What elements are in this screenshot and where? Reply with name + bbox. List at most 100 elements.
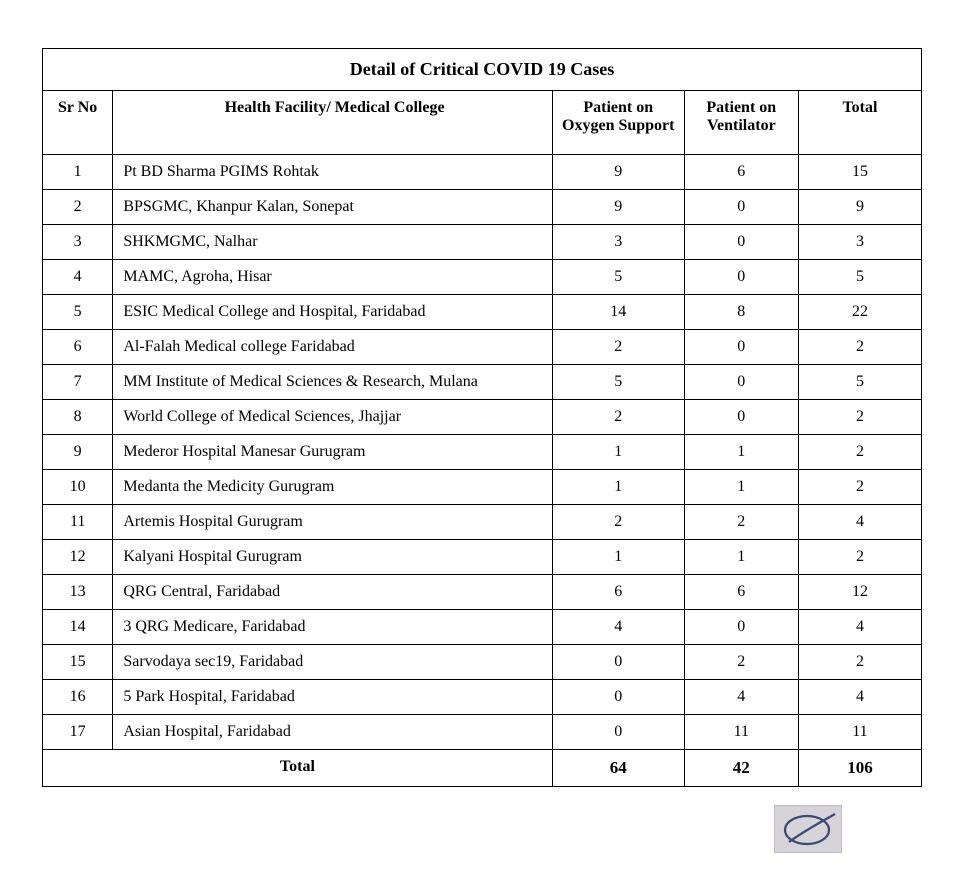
cell-oxygen: 5 xyxy=(552,365,684,400)
cell-sr: 3 xyxy=(43,225,113,260)
col-header-ventilator: Patient on Ventilator xyxy=(684,91,798,155)
cell-sr: 17 xyxy=(43,715,113,750)
table-row: 2BPSGMC, Khanpur Kalan, Sonepat909 xyxy=(43,190,922,225)
table-row: 3SHKMGMC, Nalhar303 xyxy=(43,225,922,260)
table-row: 12Kalyani Hospital Gurugram112 xyxy=(43,540,922,575)
signature-mark xyxy=(774,805,842,853)
cell-oxygen: 2 xyxy=(552,400,684,435)
cell-facility: Medanta the Medicity Gurugram xyxy=(113,470,553,505)
cell-total: 4 xyxy=(798,505,921,540)
cell-oxygen: 0 xyxy=(552,715,684,750)
cell-facility: SHKMGMC, Nalhar xyxy=(113,225,553,260)
cell-facility: ESIC Medical College and Hospital, Farid… xyxy=(113,295,553,330)
totals-label: Total xyxy=(43,750,553,787)
cell-sr: 12 xyxy=(43,540,113,575)
col-header-sr: Sr No xyxy=(43,91,113,155)
col-header-facility: Health Facility/ Medical College xyxy=(113,91,553,155)
cell-total: 2 xyxy=(798,645,921,680)
cell-total: 2 xyxy=(798,330,921,365)
cell-facility: QRG Central, Faridabad xyxy=(113,575,553,610)
table-row: 165 Park Hospital, Faridabad044 xyxy=(43,680,922,715)
cell-ventilator: 0 xyxy=(684,400,798,435)
cell-sr: 13 xyxy=(43,575,113,610)
cell-sr: 6 xyxy=(43,330,113,365)
cell-oxygen: 1 xyxy=(552,435,684,470)
cell-total: 11 xyxy=(798,715,921,750)
cell-total: 2 xyxy=(798,470,921,505)
cell-total: 15 xyxy=(798,155,921,190)
totals-ventilator: 42 xyxy=(684,750,798,787)
table-row: 6Al-Falah Medical college Faridabad202 xyxy=(43,330,922,365)
cell-facility: Asian Hospital, Faridabad xyxy=(113,715,553,750)
cell-oxygen: 6 xyxy=(552,575,684,610)
cell-sr: 1 xyxy=(43,155,113,190)
cell-ventilator: 6 xyxy=(684,575,798,610)
cell-total: 9 xyxy=(798,190,921,225)
cell-ventilator: 2 xyxy=(684,645,798,680)
cell-total: 3 xyxy=(798,225,921,260)
covid-cases-table: Detail of Critical COVID 19 Cases Sr No … xyxy=(42,48,922,787)
cell-ventilator: 0 xyxy=(684,610,798,645)
cell-oxygen: 0 xyxy=(552,645,684,680)
col-header-oxygen: Patient on Oxygen Support xyxy=(552,91,684,155)
cell-facility: Pt BD Sharma PGIMS Rohtak xyxy=(113,155,553,190)
cell-facility: World College of Medical Sciences, Jhajj… xyxy=(113,400,553,435)
cell-facility: Al-Falah Medical college Faridabad xyxy=(113,330,553,365)
cell-ventilator: 8 xyxy=(684,295,798,330)
cell-total: 22 xyxy=(798,295,921,330)
cell-oxygen: 1 xyxy=(552,540,684,575)
cell-ventilator: 0 xyxy=(684,330,798,365)
cell-facility: 3 QRG Medicare, Faridabad xyxy=(113,610,553,645)
cell-total: 5 xyxy=(798,260,921,295)
table-row: 11Artemis Hospital Gurugram224 xyxy=(43,505,922,540)
cell-facility: BPSGMC, Khanpur Kalan, Sonepat xyxy=(113,190,553,225)
cell-ventilator: 0 xyxy=(684,190,798,225)
cell-ventilator: 2 xyxy=(684,505,798,540)
cell-ventilator: 6 xyxy=(684,155,798,190)
table-row: 9Mederor Hospital Manesar Gurugram112 xyxy=(43,435,922,470)
table-row: 4MAMC, Agroha, Hisar505 xyxy=(43,260,922,295)
table-row: 5ESIC Medical College and Hospital, Fari… xyxy=(43,295,922,330)
cell-oxygen: 9 xyxy=(552,155,684,190)
cell-sr: 2 xyxy=(43,190,113,225)
cell-ventilator: 1 xyxy=(684,470,798,505)
cell-sr: 5 xyxy=(43,295,113,330)
cell-oxygen: 14 xyxy=(552,295,684,330)
cell-facility: Artemis Hospital Gurugram xyxy=(113,505,553,540)
totals-row: Total 64 42 106 xyxy=(43,750,922,787)
cell-sr: 10 xyxy=(43,470,113,505)
cell-ventilator: 0 xyxy=(684,225,798,260)
cell-total: 2 xyxy=(798,400,921,435)
cell-sr: 4 xyxy=(43,260,113,295)
cell-facility: Kalyani Hospital Gurugram xyxy=(113,540,553,575)
cell-ventilator: 1 xyxy=(684,435,798,470)
cell-facility: Sarvodaya sec19, Faridabad xyxy=(113,645,553,680)
cell-total: 2 xyxy=(798,540,921,575)
cell-sr: 16 xyxy=(43,680,113,715)
table-row: 143 QRG Medicare, Faridabad404 xyxy=(43,610,922,645)
cell-sr: 9 xyxy=(43,435,113,470)
cell-oxygen: 1 xyxy=(552,470,684,505)
col-header-total: Total xyxy=(798,91,921,155)
cell-ventilator: 0 xyxy=(684,365,798,400)
cell-oxygen: 9 xyxy=(552,190,684,225)
cell-ventilator: 1 xyxy=(684,540,798,575)
totals-oxygen: 64 xyxy=(552,750,684,787)
cell-total: 5 xyxy=(798,365,921,400)
table-row: 7MM Institute of Medical Sciences & Rese… xyxy=(43,365,922,400)
cell-facility: Mederor Hospital Manesar Gurugram xyxy=(113,435,553,470)
table-row: 15Sarvodaya sec19, Faridabad022 xyxy=(43,645,922,680)
cell-total: 12 xyxy=(798,575,921,610)
cell-facility: 5 Park Hospital, Faridabad xyxy=(113,680,553,715)
cell-sr: 15 xyxy=(43,645,113,680)
cell-oxygen: 4 xyxy=(552,610,684,645)
cell-oxygen: 0 xyxy=(552,680,684,715)
cell-ventilator: 11 xyxy=(684,715,798,750)
cell-facility: MAMC, Agroha, Hisar xyxy=(113,260,553,295)
table-row: 1Pt BD Sharma PGIMS Rohtak9615 xyxy=(43,155,922,190)
cell-facility: MM Institute of Medical Sciences & Resea… xyxy=(113,365,553,400)
table-row: 8World College of Medical Sciences, Jhaj… xyxy=(43,400,922,435)
table-row: 10Medanta the Medicity Gurugram112 xyxy=(43,470,922,505)
cell-sr: 14 xyxy=(43,610,113,645)
cell-total: 4 xyxy=(798,610,921,645)
